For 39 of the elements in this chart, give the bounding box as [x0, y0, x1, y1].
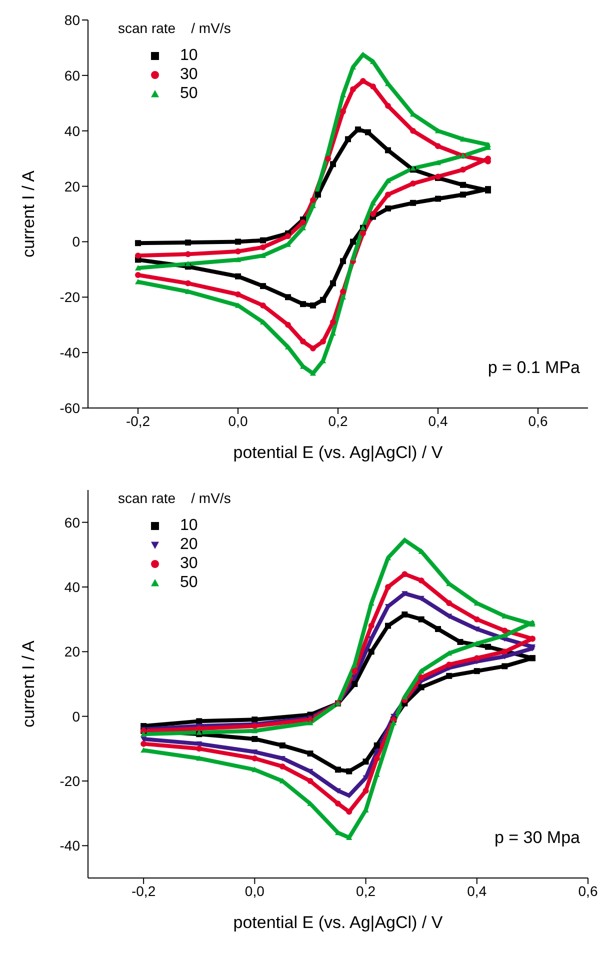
y-axis-title: current I / A: [19, 640, 38, 728]
x-axis-title: potential E (vs. Ag|AgCl) / V: [233, 443, 444, 462]
x-tick-label: 0,0: [228, 412, 248, 429]
x-tick-label: 0,2: [328, 412, 348, 429]
y-tick-label: 0: [72, 708, 80, 724]
legend-label: 50: [180, 574, 198, 592]
legend-title: scan rate / mV/s: [118, 20, 231, 36]
y-tick-label: 60: [64, 514, 80, 530]
annotation: p = 30 Mpa: [494, 828, 580, 848]
x-tick-label: -0,2: [126, 412, 150, 429]
legend-label: 10: [180, 516, 198, 534]
y-tick-label: 20: [64, 178, 80, 194]
legend-label: 30: [180, 66, 198, 84]
x-tick-label: -0,2: [131, 882, 156, 899]
legend-title: scan rate / mV/s: [118, 490, 231, 506]
legend-label: 10: [180, 46, 198, 64]
legend-label: 20: [180, 536, 198, 554]
annotation: p = 0.1 MPa: [488, 358, 580, 378]
y-tick-label: 40: [64, 122, 80, 139]
y-tick-label: -60: [60, 400, 80, 416]
y-tick-label: 20: [64, 644, 80, 660]
legend-label: 50: [180, 84, 198, 102]
y-tick-label: -20: [60, 289, 80, 306]
y-axis-title: current I / A: [19, 170, 38, 258]
x-tick-label: 0,6: [578, 882, 598, 899]
x-tick-label: 0,0: [244, 882, 265, 899]
x-tick-label: 0,4: [428, 412, 448, 429]
y-tick-label: 40: [64, 578, 80, 595]
x-axis-title: potential E (vs. Ag|AgCl) / V: [233, 913, 444, 932]
y-tick-label: 60: [64, 67, 80, 84]
y-tick-label: -40: [60, 344, 80, 361]
x-tick-label: 0,2: [356, 882, 376, 899]
y-tick-label: 80: [64, 12, 80, 28]
y-tick-label: 0: [72, 234, 80, 250]
x-tick-label: 0,6: [528, 412, 548, 429]
y-tick-label: -40: [60, 838, 80, 854]
x-tick-label: 0,4: [467, 882, 487, 899]
legend-label: 30: [180, 554, 198, 572]
y-tick-label: -20: [60, 772, 80, 789]
